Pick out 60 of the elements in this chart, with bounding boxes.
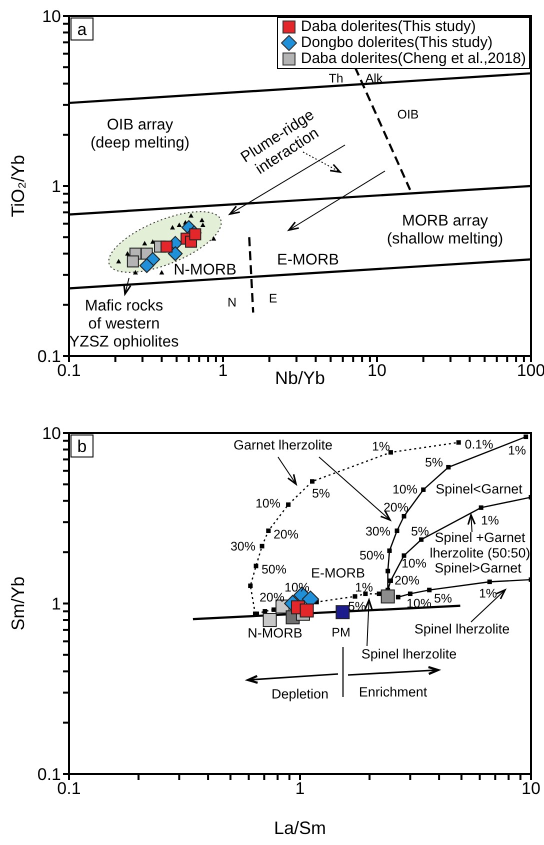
annotation: Mafic rocks of western YZSZ ophiolites [69, 298, 179, 350]
x-tick-label: 1 [218, 361, 228, 380]
annotation: N-MORB [248, 626, 302, 641]
annotation: Spinel lherzolite [414, 622, 510, 637]
annotation: OIB array (deep melting) [90, 116, 190, 152]
annotation: Spinel +Garnet lherzolite (50:50) [430, 530, 530, 560]
x-tick-label: 10 [522, 779, 540, 798]
y-tick-label: 10 [42, 424, 61, 444]
x-axis-title: La/Sm [274, 818, 326, 838]
annotation: 1% [372, 439, 390, 454]
annotation: 10% [284, 580, 310, 594]
x-tick-label: 1 [295, 779, 305, 798]
annotation: 20% [273, 527, 299, 542]
legend-label: Dongbo dolerites(This study) [300, 34, 494, 52]
annotation: 20% [394, 573, 420, 588]
y-axis-title: TiO₂/Yb [8, 154, 28, 218]
annotation: Alk [365, 71, 384, 86]
legend-label: Daba dolerites(This study) [300, 18, 477, 36]
annotation: E-MORB [311, 566, 365, 581]
annotation: 10% [401, 556, 427, 570]
annotation: 1% [480, 513, 500, 528]
annotation: 50% [261, 562, 287, 576]
annotation: Depletion [271, 686, 329, 702]
annotation: Spinel lherzolite [361, 646, 457, 662]
annotation: 30% [230, 539, 256, 554]
chart-title: b [77, 437, 87, 456]
annotation: 30% [365, 524, 391, 538]
annotation: N-MORB [174, 261, 236, 278]
annotation: 5% [410, 524, 430, 538]
annotation: 5% [434, 591, 452, 606]
annotation: 50% [359, 548, 385, 562]
annotation: 20% [383, 500, 409, 514]
annotation: MORB array (shallow melting) [386, 212, 504, 248]
annotation: Th [328, 71, 344, 86]
annotation: 5% [424, 455, 444, 470]
annotation: 1% [478, 586, 498, 600]
annotation: N [227, 295, 237, 310]
annotation: E [268, 291, 278, 306]
annotation: PM [332, 625, 350, 640]
chart-title: a [77, 20, 88, 39]
y-tick-label: 10 [42, 7, 61, 26]
annotation: Spinel<Garnet [436, 482, 523, 497]
annotation: 5% [312, 486, 330, 500]
annotation: Spinel>Garnet [434, 560, 522, 576]
annotation: E-MORB [277, 251, 339, 268]
annotation: Garnet lherzolite [233, 438, 333, 453]
annotation: 1% [508, 443, 526, 458]
annotation: 10% [392, 482, 418, 496]
x-tick-label: 10 [368, 361, 386, 380]
annotation: 20% [259, 590, 285, 604]
x-axis-title: Nb/Yb [274, 368, 326, 388]
y-tick-label: 1 [52, 177, 61, 196]
annotation: 0.1% [464, 437, 494, 452]
annotation: Enrichment [358, 684, 428, 700]
annotation: 1% [354, 580, 374, 594]
annotation: 10% [255, 496, 281, 510]
legend-label: Daba dolerites(Cheng et al.,2018) [300, 50, 526, 68]
annotation: OIB [397, 107, 419, 122]
y-tick-label: 1 [52, 594, 61, 614]
y-axis-title: Sm/Yb [8, 576, 28, 631]
